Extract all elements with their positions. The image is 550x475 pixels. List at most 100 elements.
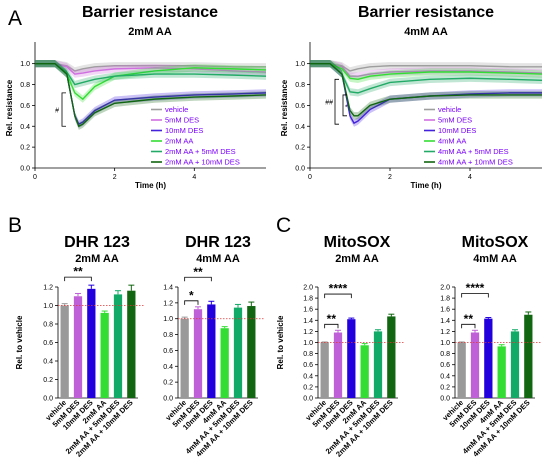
y-tick-label: 0.4 — [163, 364, 173, 371]
chart-title: DHR 123 — [64, 234, 130, 251]
significance-bracket — [61, 92, 66, 127]
y-tick-label: 1.4 — [163, 285, 173, 292]
y-tick-label: 0.0 — [303, 396, 313, 403]
y-tick-label: 1.6 — [303, 307, 313, 314]
y-tick-label: 0.4 — [440, 373, 450, 380]
y-tick-label: 0.6 — [303, 362, 313, 369]
y-axis-label: Rel. to vehicle — [15, 315, 24, 369]
y-tick-label: 0.6 — [20, 103, 30, 110]
legend-entry: vehicle — [438, 105, 461, 114]
bar — [333, 332, 343, 398]
y-tick-label: 0.4 — [303, 373, 313, 380]
y-tick-label: 0.8 — [43, 322, 53, 329]
legend-entry: 2mM AA — [165, 137, 193, 146]
y-tick-label: 0.6 — [163, 348, 173, 355]
legend-entry: 5mM DES — [165, 116, 199, 125]
x-tick-label: 4 — [192, 174, 196, 181]
series-line — [35, 62, 267, 86]
bar — [113, 294, 123, 398]
y-tick-label: 0.6 — [295, 103, 305, 110]
y-tick-label: 0.0 — [440, 396, 450, 403]
y-tick-label: 0.2 — [20, 145, 30, 152]
series-line — [35, 62, 267, 128]
bar — [180, 318, 189, 398]
bar — [373, 331, 383, 398]
y-tick-label: 1.8 — [303, 296, 313, 303]
chart-subtitle: 4mM AA — [404, 26, 448, 38]
significance-bracket — [184, 300, 199, 305]
x-tick-label: 0 — [308, 174, 312, 181]
significance-label: ## — [325, 100, 333, 107]
y-tick-label: 2.0 — [440, 285, 450, 292]
bar — [247, 306, 256, 398]
significance-label: * — [189, 288, 194, 302]
bar-chart-5: MitoSOX 4mM AA 0.0 0.2 0.4 0.6 0.8 1.0 1.2 1.4 1.6… — [440, 234, 541, 459]
significance-label: # — [55, 108, 59, 115]
legend-entry: 2mM AA + 5mM DES — [165, 147, 236, 156]
y-tick-label: 0.8 — [163, 332, 173, 339]
line-chart-1: Barrier resistance 4mM AA 0.0 0.2 0.4 0.6 0.8 1… — [280, 4, 543, 190]
bar-chart-2: DHR 123 2mM AA 0.0 0.2 0.4 0.6 0.8 1.0 1.2 Rel. t… — [15, 234, 144, 459]
significance-label: ** — [73, 265, 83, 279]
y-tick-label: 0.0 — [43, 396, 53, 403]
significance-label: **** — [466, 281, 485, 295]
series-error-band — [310, 60, 542, 75]
significance-label: ** — [327, 312, 337, 326]
chart-title: MitoSOX — [462, 234, 529, 251]
y-tick-label: 1.0 — [295, 61, 305, 68]
legend-entry: 10mM DES — [165, 126, 203, 135]
chart-title: Barrier resistance — [82, 4, 218, 21]
bar — [470, 332, 480, 398]
series-line — [310, 62, 543, 77]
y-tick-label: 1.0 — [43, 303, 53, 310]
chart-subtitle: 2mM AA — [128, 26, 172, 38]
x-tick-label: 4 — [468, 174, 472, 181]
significance-bracket — [334, 78, 339, 125]
bar-chart-4: MitoSOX 2mM AA 0.0 0.2 0.4 0.6 0.8 1.0 1.2 1.4 1.6… — [276, 234, 404, 459]
legend-entry: 5mM DES — [438, 116, 472, 125]
significance-bracket — [461, 293, 489, 298]
significance-bracket — [342, 94, 347, 117]
y-tick-label: 0.2 — [303, 384, 313, 391]
significance-label: ** — [193, 265, 203, 279]
series-error-band — [35, 60, 266, 78]
series-line — [310, 62, 542, 117]
y-tick-label: 2.0 — [303, 285, 313, 292]
line-chart-0: Barrier resistance 2mM AA 0.0 0.2 0.4 0.6 0.8 1… — [5, 4, 267, 190]
y-tick-label: 1.4 — [440, 318, 450, 325]
bar — [207, 304, 216, 398]
legend-entry: 10mM DES — [438, 126, 476, 135]
y-tick-label: 0.8 — [303, 351, 313, 358]
significance-label: ** — [464, 312, 474, 326]
chart-subtitle: 4mM AA — [473, 253, 517, 265]
y-tick-label: 1.0 — [20, 61, 30, 68]
bar — [220, 328, 229, 398]
y-tick-label: 0.0 — [163, 396, 173, 403]
y-tick-label: 1.2 — [440, 329, 450, 336]
bar — [233, 307, 243, 398]
series-error-band — [35, 60, 266, 130]
bar — [100, 312, 109, 398]
x-tick-label: 2 — [113, 174, 117, 181]
series-error-band — [310, 60, 542, 127]
y-tick-label: 1.2 — [163, 300, 173, 307]
y-axis-label: Rel. to vehicle — [276, 315, 285, 369]
y-tick-label: 0.0 — [20, 166, 30, 173]
significance-bracket — [184, 276, 212, 282]
bar — [320, 342, 329, 398]
y-tick-label: 0.8 — [295, 82, 305, 89]
y-tick-label: 1.4 — [303, 318, 313, 325]
y-tick-label: 1.2 — [303, 329, 313, 336]
series-line — [35, 62, 267, 75]
y-tick-label: 0.2 — [43, 377, 53, 384]
bar — [73, 296, 83, 398]
bar — [87, 288, 96, 398]
bar — [127, 290, 136, 398]
y-tick-label: 0.6 — [440, 362, 450, 369]
bar — [457, 342, 466, 398]
series-line — [310, 62, 543, 81]
bar — [524, 314, 533, 398]
significance-label: * — [345, 104, 348, 111]
